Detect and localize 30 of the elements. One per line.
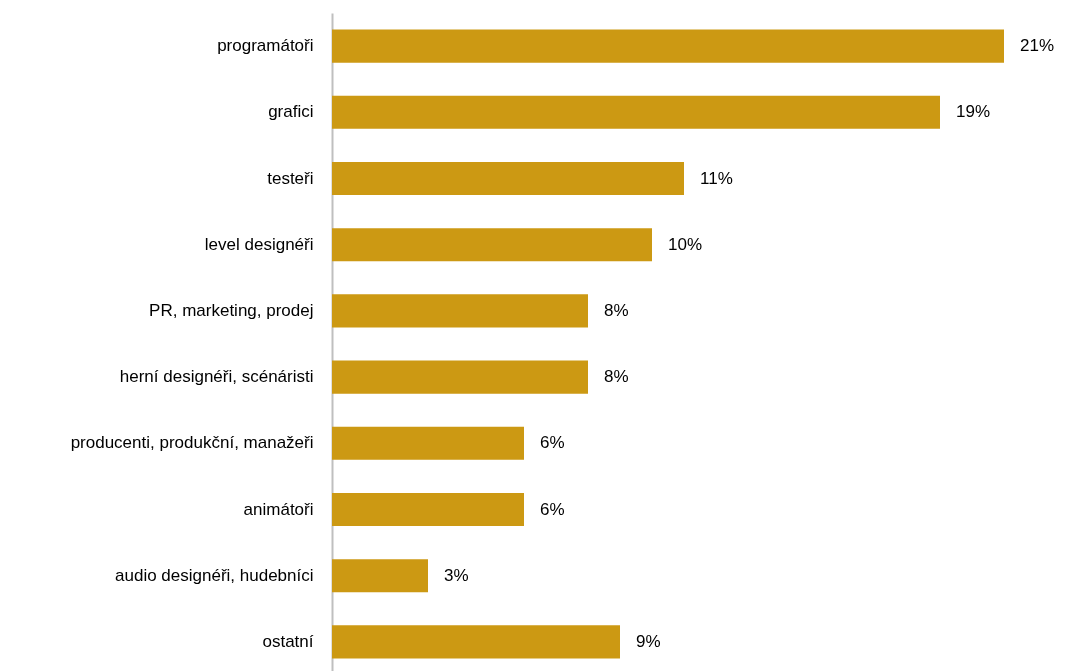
data-label: 8% xyxy=(604,300,629,320)
bar xyxy=(332,625,620,659)
bar xyxy=(332,228,652,262)
bar xyxy=(332,492,524,527)
bar xyxy=(332,95,940,129)
data-label: 10% xyxy=(668,234,703,254)
data-label: 6% xyxy=(540,433,565,453)
y-tick-label: programátoři xyxy=(217,36,314,56)
bar xyxy=(332,426,524,460)
data-label: 9% xyxy=(636,631,661,651)
y-tick-label: producenti, produkční, manažeři xyxy=(70,433,314,453)
bar xyxy=(332,29,1004,63)
data-label: 3% xyxy=(444,565,469,585)
y-tick-label: PR, marketing, prodej xyxy=(149,300,314,320)
bar xyxy=(332,294,588,328)
y-tick-label: ostatní xyxy=(262,631,314,651)
bar xyxy=(332,559,428,593)
data-label: 8% xyxy=(604,367,629,387)
y-tick-label: animátoři xyxy=(243,499,314,519)
y-tick-label: testeři xyxy=(267,168,314,188)
y-tick-label: herní designéři, scénáristi xyxy=(119,367,314,387)
y-tick-label: audio designéři, hudebníci xyxy=(115,565,314,585)
data-label: 11% xyxy=(700,168,733,188)
data-label: 6% xyxy=(540,499,565,519)
data-label: 19% xyxy=(956,102,991,122)
y-tick-label: level designéři xyxy=(204,234,314,254)
data-label: 21% xyxy=(1020,36,1055,56)
bar xyxy=(332,360,588,394)
bar xyxy=(332,161,684,196)
y-tick-label: grafici xyxy=(268,102,314,122)
